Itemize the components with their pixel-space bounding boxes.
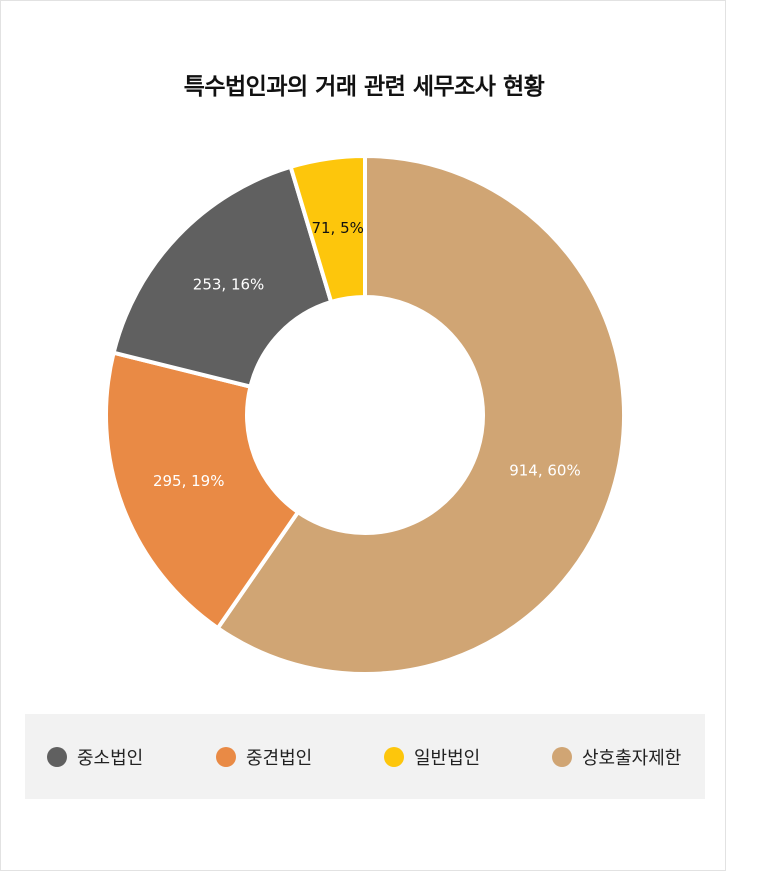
legend-label: 일반법인 [414, 747, 481, 769]
legend-swatch [552, 746, 572, 767]
legend-label: 중견법인 [246, 747, 313, 769]
legend-swatch [384, 746, 404, 767]
legend-item-general-corp[interactable]: 일반법인 [384, 714, 480, 799]
pie-slice-1[interactable] [104, 350, 301, 631]
slice-label-0: 914, 60% [509, 462, 581, 480]
donut-chart: 914, 60% 295, 19% 253, 16% 71, 5% [104, 153, 626, 676]
pie-slice-2[interactable] [111, 164, 334, 390]
legend-item-mid-corp[interactable]: 중견법인 [216, 714, 312, 799]
pie-slice-3[interactable] [288, 153, 367, 305]
legend-item-cross-holding[interactable]: 상호출자제한 [552, 714, 681, 799]
pie-slice-0[interactable] [215, 153, 626, 676]
legend-item-small-corp[interactable]: 중소법인 [47, 714, 143, 799]
slice-label-1: 295, 19% [153, 472, 225, 490]
chart-legend: 중소법인 중견법인 일반법인 상호출자제한 [25, 714, 705, 799]
chart-card: 특수법인과의 거래 관련 세무조사 현황 914, 60% 295, 19% 253… [0, 0, 726, 871]
legend-swatch [216, 746, 236, 767]
legend-label: 상호출자제한 [582, 747, 682, 769]
legend-label: 중소법인 [77, 747, 144, 769]
slice-label-2: 253, 16% [193, 275, 265, 293]
slice-label-3: 71, 5% [311, 219, 363, 237]
legend-swatch [47, 746, 67, 767]
chart-title: 특수법인과의 거래 관련 세무조사 현황 [183, 74, 545, 100]
